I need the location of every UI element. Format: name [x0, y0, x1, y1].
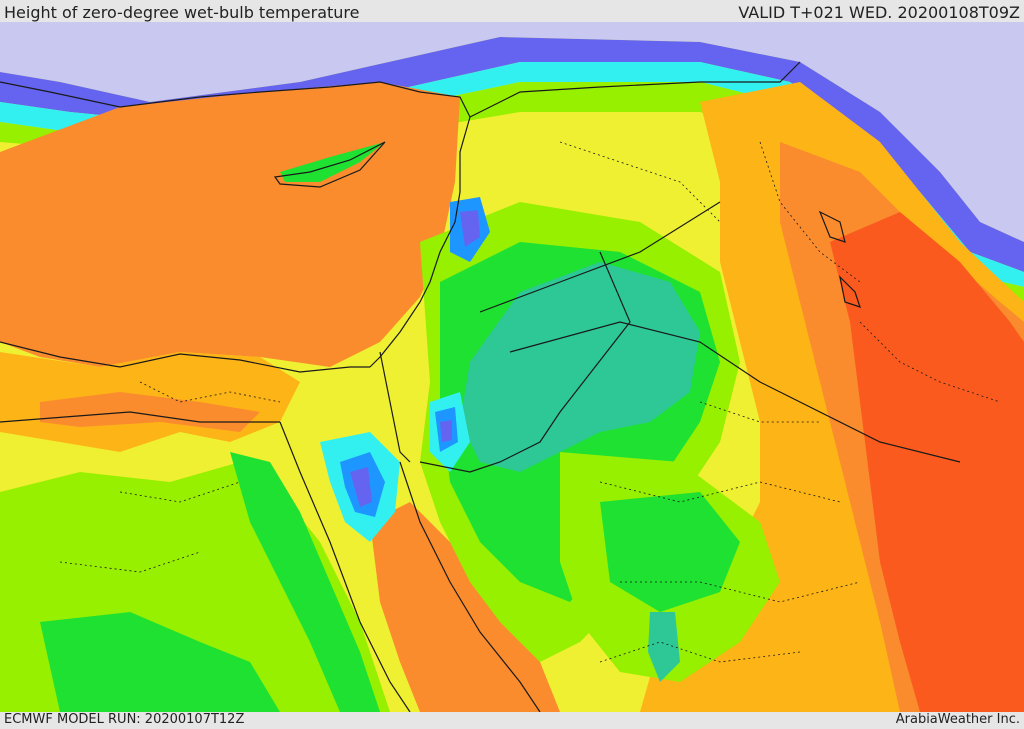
borders — [0, 61, 961, 712]
model-run-label: ECMWF MODEL RUN: 20200107T12Z — [4, 712, 245, 727]
border-syria-iraq — [469, 61, 801, 118]
weather-map[interactable] — [0, 22, 1024, 712]
admin-boundaries — [59, 141, 1001, 663]
field-nile-band — [230, 452, 380, 712]
coast-egypt — [0, 341, 370, 373]
coast-cyprus — [273, 141, 386, 188]
field-saudi-low — [648, 612, 680, 682]
border-syria-south — [479, 201, 721, 313]
field-north-none — [0, 22, 1024, 242]
border-jordan-saudi — [509, 321, 961, 463]
field-jordan-low — [460, 262, 700, 472]
border-egypt-sudan — [0, 411, 280, 423]
field-iraq-highest — [830, 212, 1024, 712]
field-sinai-lowest — [350, 467, 372, 507]
coast-redsea-west — [279, 421, 411, 712]
lake-east — [839, 275, 861, 308]
header-bar: Height of zero-degree wet-bulb temperatu… — [0, 0, 1024, 22]
border-jordan-east — [419, 251, 631, 473]
field-jordan-lowest — [440, 420, 452, 442]
coast-levant — [369, 116, 471, 368]
coast-gulf-aqaba — [379, 351, 411, 463]
lake-tuz — [818, 210, 846, 243]
field-egypt-midlow — [40, 612, 280, 712]
coast-redsea-east — [399, 461, 541, 712]
footer-bar: ECMWF MODEL RUN: 20200107T12Z ArabiaWeat… — [0, 712, 1024, 729]
coast-turkey — [0, 81, 471, 118]
map-canvas — [0, 22, 1024, 712]
valid-time-label: VALID T+021 WED. 20200108T09Z — [738, 3, 1020, 22]
map-title: Height of zero-degree wet-bulb temperatu… — [4, 3, 360, 22]
credit-label: ArabiaWeather Inc. — [895, 712, 1020, 727]
field-lebanon-lowest — [460, 210, 480, 247]
